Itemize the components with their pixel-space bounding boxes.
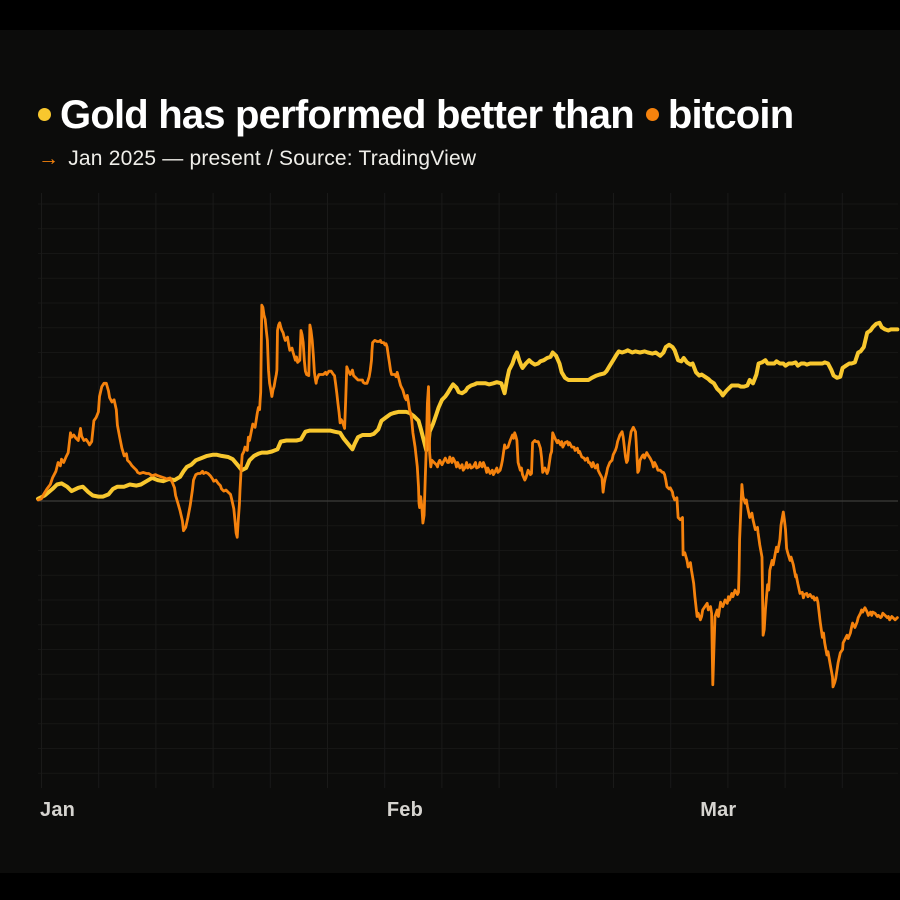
chart-subtitle: → Jan 2025 — present / Source: TradingVie… [38,147,900,171]
title-text-gold: Gold has performed better than [60,93,635,137]
bitcoin-line [36,303,899,689]
page-title: Gold has performed better than bitcoin [38,92,900,138]
letterbox-top [0,0,900,30]
title-text-bitcoin: bitcoin [667,93,794,137]
x-axis-label-jan: Jan [40,799,76,821]
letterbox-bottom [0,873,900,900]
subtitle-text: Jan 2025 — present / Source: TradingView [68,147,477,170]
arrow-icon: → [38,147,60,170]
x-axis-label-mar: Mar [700,799,737,821]
bitcoin-dot-icon [645,107,659,121]
chart-header: Gold has performed better than bitcoin → J… [38,92,900,171]
gold-line [36,320,900,501]
gold-dot-icon [38,107,51,121]
x-axis-label-feb: Feb [386,799,424,821]
